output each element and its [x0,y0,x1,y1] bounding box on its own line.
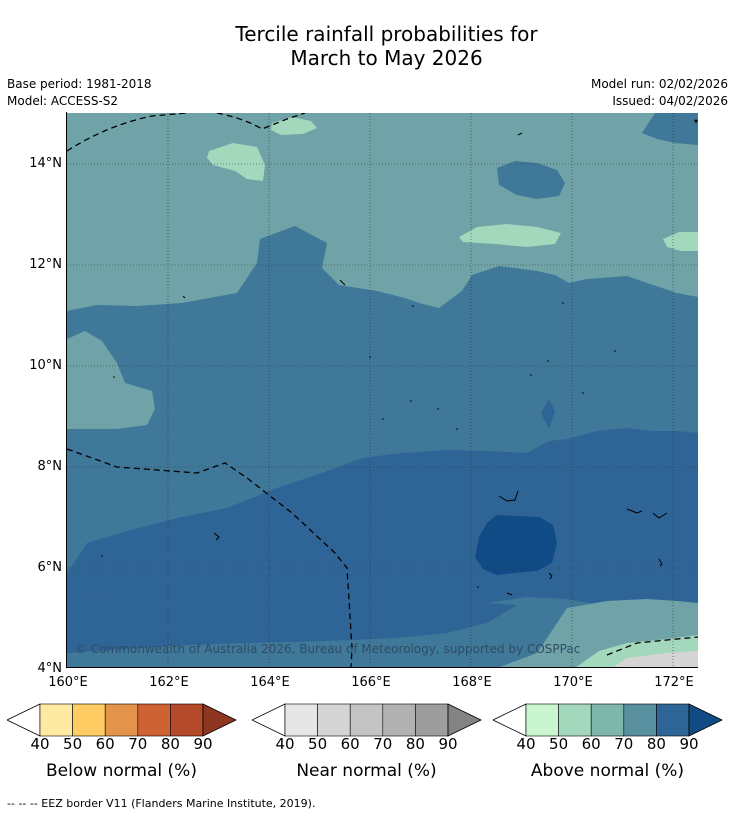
islands [182,132,668,596]
colorbar-tick-label: 40 [30,735,50,753]
colorbar-extend-low [7,703,41,737]
zone-60-70 [67,331,155,429]
lat-label: 10°N [29,358,62,373]
title-line-1: Tercile rainfall probabilities for [235,22,538,46]
lat-label: 8°N [37,459,63,474]
colorbar-segment [525,703,559,737]
lat-label: 4°N [37,661,63,676]
lon-label: 168°E [452,675,492,690]
zone-90-plus [475,515,557,575]
colorbar-tick-label: 90 [193,735,213,753]
island-dots [101,119,698,588]
colorbar-tick-label: 80 [160,735,180,753]
colorbar-tick-label: 70 [128,735,148,753]
lon-label: 162°E [149,675,189,690]
colorbar-segment [349,703,384,737]
colorbar-tick-label: 90 [679,735,699,753]
colorbar-extend-low [493,703,527,737]
colorbar-tick-label: 90 [438,735,458,753]
colorbar-segment [656,703,690,737]
colorbar-extend-high [202,703,237,737]
zone-50-60 [271,117,317,135]
lon-label: 166°E [351,675,391,690]
zone-80-90 [541,399,555,429]
zone-50-60 [459,224,561,247]
colorbar-title: Above normal (%) [530,761,685,781]
zone-50-60 [207,143,265,181]
zone-near-normal [612,651,698,668]
lat-label: 12°N [29,257,62,272]
base-period: Base period: 1981-2018 [7,77,152,91]
eez-footnote: -- -- -- EEZ border V11 (Flanders Marine… [7,797,316,810]
colorbar-segment [104,703,139,737]
colorbar-segment [590,703,625,737]
colorbar-tick-label: 60 [581,735,601,753]
colorbar-segment [170,703,204,737]
colorbar-segment [558,703,592,737]
lon-label: 164°E [250,675,290,690]
map-frame [66,112,698,668]
colorbar-segment [72,703,106,737]
zone-80-90 [67,593,517,653]
lat-label: 14°N [29,156,62,171]
zone-70-80 [497,161,565,199]
colorbar-3 [493,703,723,737]
lon-label: 170°E [553,675,593,690]
colorbar-tick-label: 80 [646,735,666,753]
colorbar-tick-label: 60 [95,735,115,753]
model-run: Model run: 02/02/2026 [590,77,728,91]
eez-borders [67,113,698,668]
colorbar-tick-label: 40 [516,735,536,753]
chart-title: Tercile rainfall probabilities for March… [0,22,736,70]
issued-date: Issued: 04/02/2026 [612,94,728,108]
lon-label: 160°E [48,675,88,690]
colorbar-2 [252,703,482,737]
probability-map: © Commonwealth of Australia 2026, Bureau… [67,113,698,668]
map-copyright: © Commonwealth of Australia 2026, Bureau… [75,642,580,656]
zone-70-80 [642,113,698,145]
colorbar-tick-label: 80 [405,735,425,753]
lon-label: 172°E [654,675,694,690]
colorbar-extend-low [252,703,286,737]
colorbar-segment [284,703,318,737]
colorbar-extend-high [688,703,723,737]
colorbar-segment [317,703,351,737]
gridlines [67,113,698,668]
colorbar-1 [7,703,237,737]
colorbar-title: Below normal (%) [46,761,197,781]
model-name: Model: ACCESS-S2 [7,94,119,108]
colorbar-segment [415,703,449,737]
colorbar-tick-label: 70 [614,735,634,753]
colorbar-tick-label: 50 [63,735,83,753]
colorbar-tick-label: 60 [340,735,360,753]
zone-50-60 [663,232,698,251]
colorbar-segment [382,703,416,737]
colorbar-segment [623,703,657,737]
colorbar-tick-label: 50 [549,735,569,753]
colorbar-tick-label: 50 [308,735,328,753]
colorbar-tick-label: 40 [275,735,295,753]
colorbar-tick-label: 70 [373,735,393,753]
colorbar-segment [39,703,73,737]
title-line-2: March to May 2026 [290,46,483,70]
colorbar-segment [137,703,171,737]
colorbar-title: Near normal (%) [296,761,437,781]
lat-label: 6°N [37,560,63,575]
colorbar-extend-high [447,703,482,737]
